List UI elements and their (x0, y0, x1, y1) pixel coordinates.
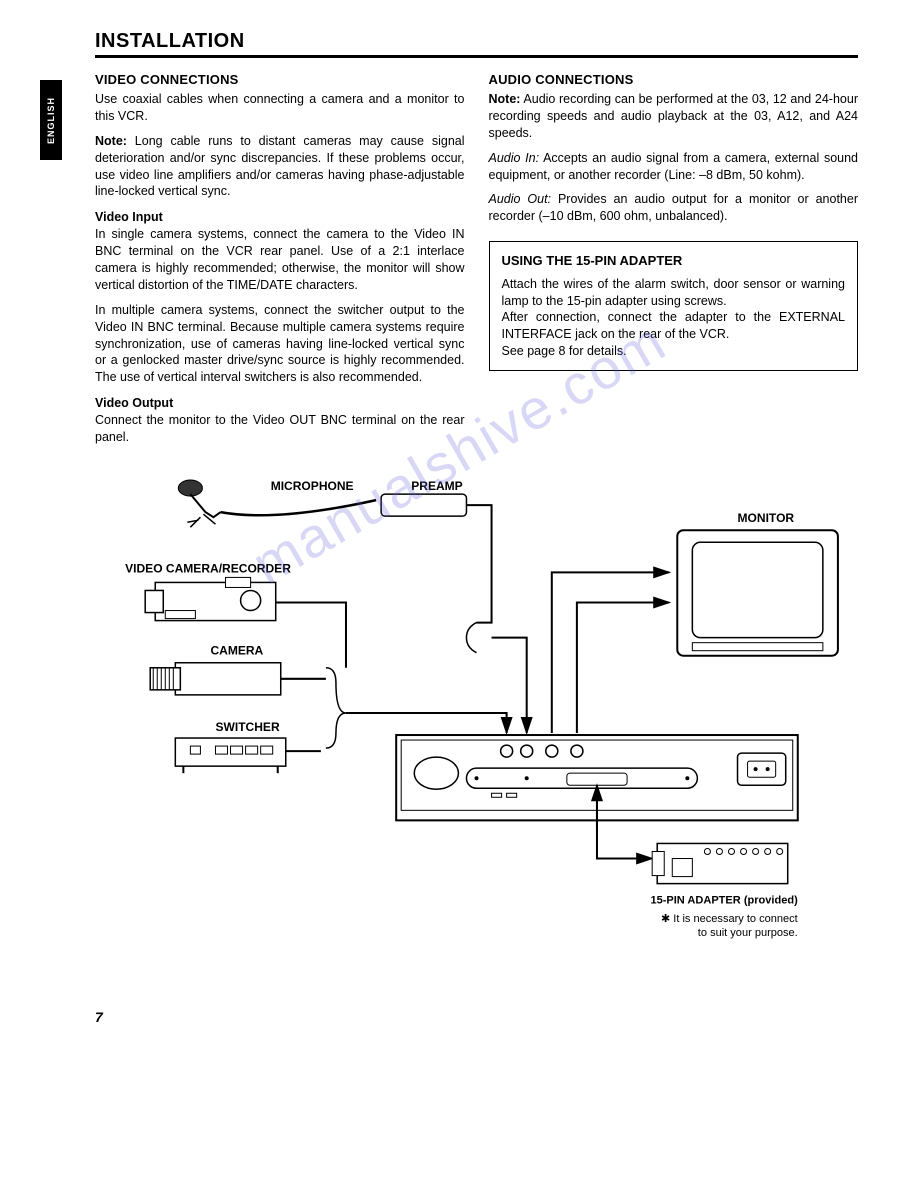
label-switcher: SWITCHER (215, 720, 279, 734)
audio-note-text: Audio recording can be performed at the … (489, 92, 859, 140)
video-connections-note: Note: Long cable runs to distant cameras… (95, 133, 465, 201)
callout-p1: Attach the wires of the alarm switch, do… (502, 276, 846, 310)
label-adapter-note-1: ✱ It is necessary to connect (661, 913, 798, 925)
left-column: VIDEO CONNECTIONS Use coaxial cables whe… (95, 72, 465, 454)
page-title: INSTALLATION (95, 30, 858, 58)
callout-p3: See page 8 for details. (502, 343, 846, 360)
connection-diagram: MICROPHONE PREAMP MONITOR VIDEO CAMERA/R… (95, 472, 858, 979)
label-preamp: PREAMP (411, 479, 462, 493)
audio-in-text: Accepts an audio signal from a camera, e… (489, 151, 859, 182)
audio-in-label: Audio In: (489, 151, 540, 165)
callout-p2: After connection, connect the adapter to… (502, 309, 846, 343)
label-microphone: MICROPHONE (271, 479, 354, 493)
content-columns: VIDEO CONNECTIONS Use coaxial cables whe… (95, 72, 858, 454)
video-connections-intro: Use coaxial cables when connecting a cam… (95, 91, 465, 125)
video-input-p2: In multiple camera systems, connect the … (95, 302, 465, 386)
adapter-icon (652, 843, 788, 883)
video-output-text: Connect the monitor to the Video OUT BNC… (95, 412, 465, 446)
label-video-camera-recorder: VIDEO CAMERA/RECORDER (125, 561, 291, 575)
note-label: Note: (95, 134, 127, 148)
label-camera: CAMERA (210, 644, 263, 658)
callout-title: USING THE 15-PIN ADAPTER (502, 252, 846, 270)
video-input-p1: In single camera systems, connect the ca… (95, 226, 465, 294)
note-text: Long cable runs to distant cameras may c… (95, 134, 465, 199)
page-number: 7 (95, 1009, 858, 1025)
label-adapter-note-2: to suit your purpose. (698, 927, 798, 939)
diagram-svg: MICROPHONE PREAMP MONITOR VIDEO CAMERA/R… (95, 472, 858, 974)
audio-in-para: Audio In: Accepts an audio signal from a… (489, 150, 859, 184)
camera-icon (150, 663, 281, 695)
label-adapter-title: 15-PIN ADAPTER (provided) (650, 895, 798, 907)
camcorder-icon (145, 577, 276, 620)
audio-connections-note: Note: Audio recording can be performed a… (489, 91, 859, 142)
audio-out-label: Audio Out: (489, 192, 552, 206)
video-connections-heading: VIDEO CONNECTIONS (95, 72, 465, 87)
adapter-callout: USING THE 15-PIN ADAPTER Attach the wire… (489, 241, 859, 371)
video-output-heading: Video Output (95, 396, 465, 410)
language-tab: ENGLISH (40, 80, 62, 160)
audio-note-label: Note: (489, 92, 521, 106)
label-monitor: MONITOR (738, 511, 795, 525)
video-input-heading: Video Input (95, 210, 465, 224)
switcher-icon (175, 738, 285, 773)
audio-connections-heading: AUDIO CONNECTIONS (489, 72, 859, 87)
right-column: AUDIO CONNECTIONS Note: Audio recording … (489, 72, 859, 454)
audio-out-para: Audio Out: Provides an audio output for … (489, 191, 859, 225)
